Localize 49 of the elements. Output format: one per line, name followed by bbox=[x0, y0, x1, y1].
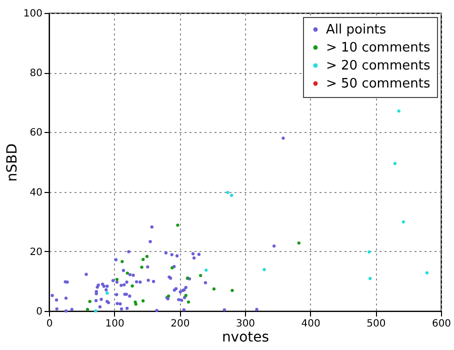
y-axis-title: nSBD bbox=[4, 143, 20, 182]
point bbox=[88, 300, 92, 304]
point bbox=[134, 302, 138, 306]
point bbox=[115, 278, 119, 281]
point bbox=[230, 288, 234, 292]
point bbox=[106, 292, 109, 295]
x-tick-label: 500 bbox=[366, 318, 386, 330]
point bbox=[126, 272, 129, 275]
legend-label: > 10 comments bbox=[326, 40, 430, 56]
legend-label: > 50 comments bbox=[326, 76, 430, 92]
x-tick-label: 400 bbox=[301, 318, 320, 330]
x-tick-label: 200 bbox=[170, 318, 190, 330]
point bbox=[212, 287, 216, 291]
point bbox=[297, 241, 300, 245]
point bbox=[145, 254, 149, 258]
y-tick-label: 60 bbox=[30, 128, 42, 139]
point bbox=[262, 268, 266, 272]
y-tick-label: 0 bbox=[36, 306, 42, 318]
point bbox=[184, 294, 188, 298]
point bbox=[94, 309, 98, 313]
point bbox=[397, 109, 400, 113]
point bbox=[226, 190, 230, 194]
point bbox=[204, 268, 208, 272]
point bbox=[368, 250, 371, 254]
point bbox=[368, 276, 372, 280]
y-tick-label: 40 bbox=[30, 187, 42, 198]
point bbox=[142, 258, 145, 262]
legend-label: All points bbox=[326, 22, 386, 38]
x-tick-label: 300 bbox=[236, 318, 256, 330]
point bbox=[120, 260, 124, 264]
point bbox=[425, 271, 429, 274]
y-tick-label: 20 bbox=[30, 246, 42, 258]
point bbox=[86, 308, 90, 312]
point bbox=[198, 274, 202, 278]
x-tick-label: 600 bbox=[432, 318, 452, 330]
x-tick-label: 100 bbox=[105, 318, 124, 330]
y-tick-label: 100 bbox=[23, 8, 42, 20]
point bbox=[176, 224, 180, 227]
y-tick-label: 80 bbox=[30, 68, 42, 80]
point bbox=[130, 284, 134, 288]
x-axis-title: nvotes bbox=[222, 330, 270, 346]
point bbox=[140, 266, 144, 269]
point bbox=[393, 162, 397, 166]
x-tick-label: 0 bbox=[46, 318, 53, 330]
legend-label: > 20 comments bbox=[326, 58, 430, 74]
point bbox=[142, 299, 145, 302]
point bbox=[186, 300, 190, 304]
point bbox=[230, 194, 234, 197]
point bbox=[402, 220, 406, 224]
